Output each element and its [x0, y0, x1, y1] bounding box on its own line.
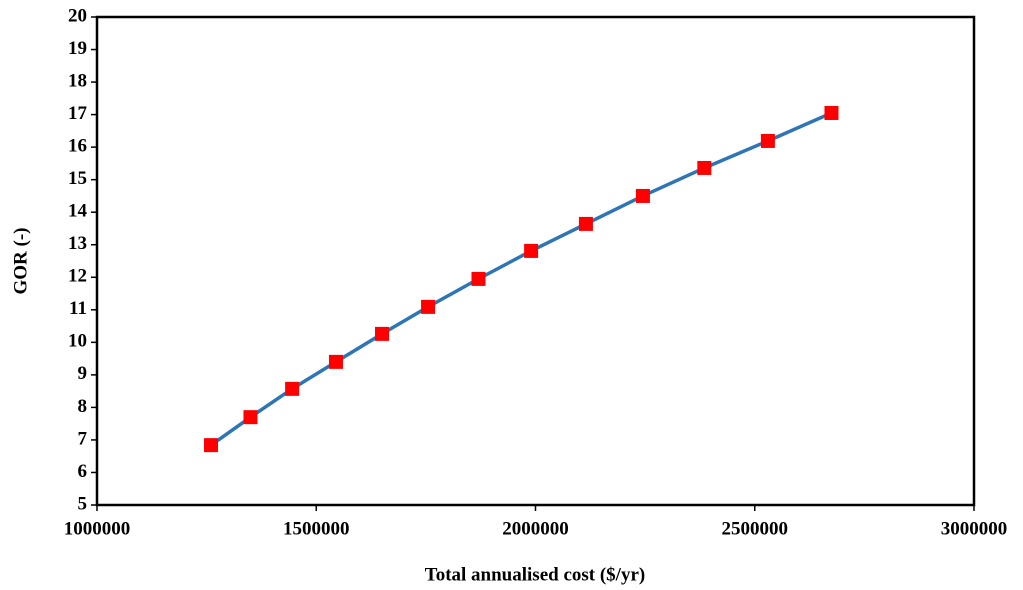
- marker: [328, 354, 343, 369]
- y-tick-label: 13: [68, 233, 87, 254]
- marker: [285, 381, 300, 396]
- y-tick-label: 8: [78, 396, 88, 417]
- y-tick-label: 18: [68, 70, 87, 91]
- marker: [524, 243, 539, 258]
- x-tick-label: 2500000: [722, 518, 789, 539]
- y-tick-label: 11: [69, 298, 87, 319]
- y-axis-label: GOR (-): [10, 227, 31, 294]
- marker: [760, 133, 775, 148]
- y-tick-label: 7: [78, 428, 88, 449]
- x-tick-label: 3000000: [941, 518, 1008, 539]
- y-tick-label: 6: [78, 461, 88, 482]
- marker: [697, 160, 712, 175]
- y-tick-label: 15: [68, 168, 87, 189]
- y-tick-label: 16: [68, 135, 87, 156]
- marker: [243, 410, 258, 425]
- x-tick-label: 1000000: [64, 518, 131, 539]
- y-tick-label: 14: [68, 201, 88, 222]
- y-tick-label: 17: [68, 103, 88, 124]
- series-line: [209, 111, 833, 447]
- x-tick-label: 1500000: [283, 518, 350, 539]
- y-tick-label: 5: [78, 493, 88, 514]
- marker: [421, 299, 436, 314]
- marker: [375, 326, 390, 341]
- y-tick-label: 19: [68, 38, 87, 59]
- y-tick-label: 9: [78, 363, 88, 384]
- marker: [471, 271, 486, 286]
- y-tick-label: 10: [68, 331, 87, 352]
- marker: [578, 216, 593, 231]
- marker: [204, 438, 219, 453]
- marker: [824, 105, 839, 120]
- y-tick-label: 20: [68, 5, 87, 26]
- marker: [635, 188, 650, 203]
- x-tick-label: 2000000: [502, 518, 569, 539]
- y-tick-label: 12: [68, 266, 87, 287]
- x-axis-label: Total annualised cost ($/yr): [425, 564, 645, 585]
